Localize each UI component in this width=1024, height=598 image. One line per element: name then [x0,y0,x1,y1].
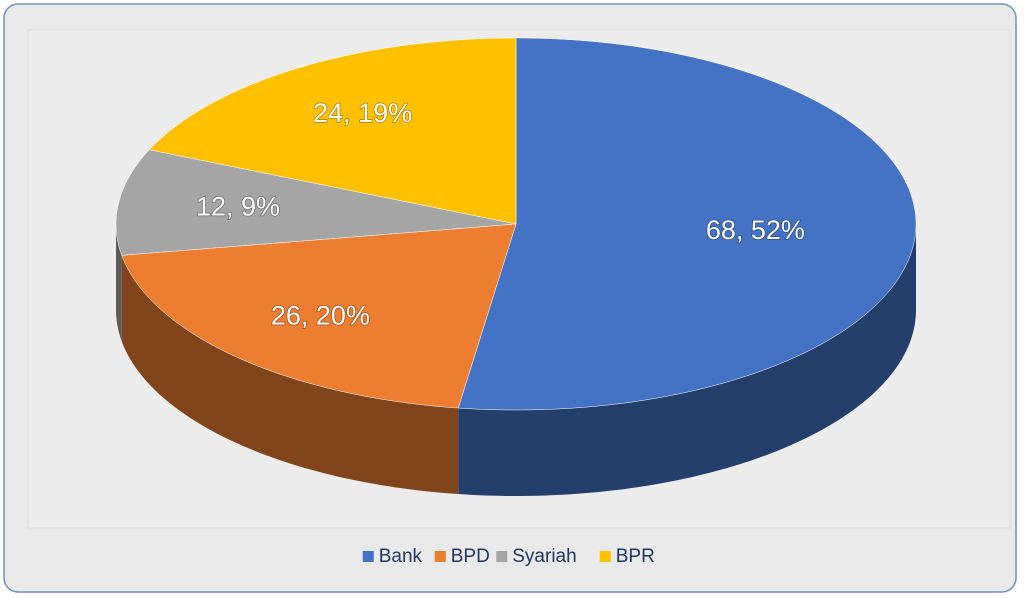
legend-swatch [496,551,508,562]
data-label: 68, 52% [706,215,805,245]
data-label: 26, 20% [271,300,370,330]
data-label: 24, 19% [313,98,412,128]
legend-label: BPR [616,546,655,567]
pie: 68, 52% 26, 20% 12, 9% 24, 19% [115,37,917,496]
slice [115,149,517,256]
legend-label: Syariah [512,546,576,567]
legend-swatch [362,551,374,562]
legend-swatch [434,551,446,562]
slice-side [116,224,122,342]
data-label: 12, 9% [196,191,280,221]
legend: Bank BPD Syariah BPR [362,546,655,567]
slice [457,37,917,411]
legend-label: Bank [379,546,423,567]
legend-swatch [599,551,611,562]
slice-side [121,255,459,495]
legend-label: BPD [451,546,490,567]
slice [121,223,517,409]
slice-side [458,224,916,496]
slice [148,37,517,225]
